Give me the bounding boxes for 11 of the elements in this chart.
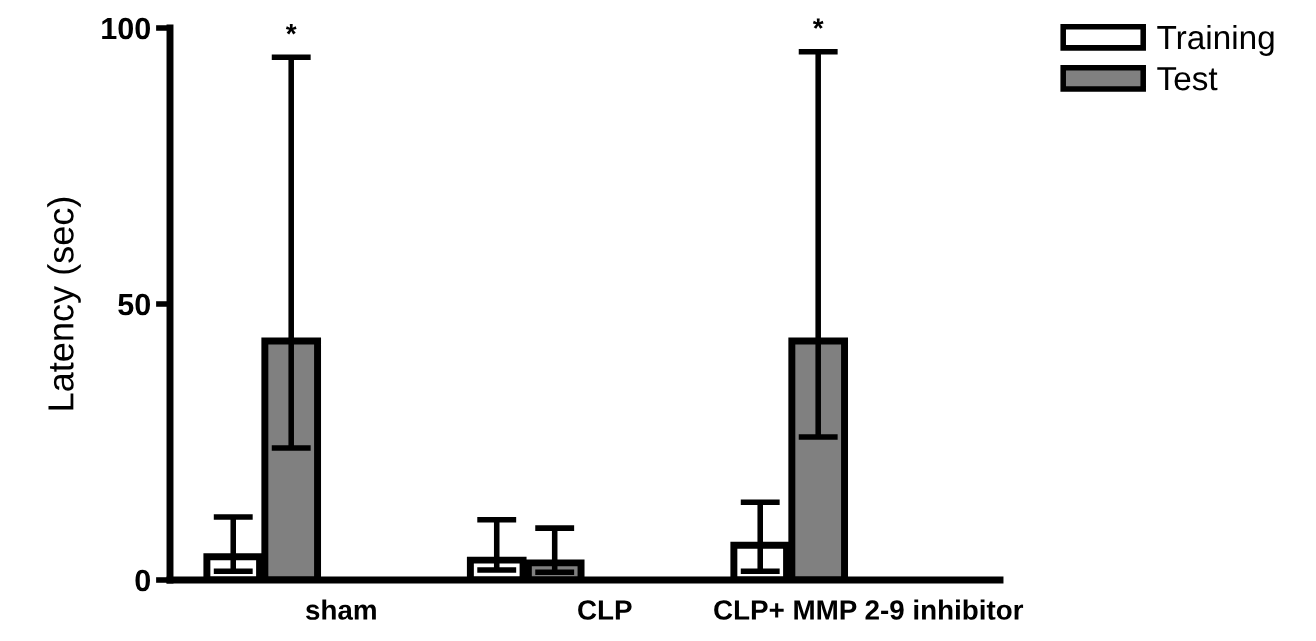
y-tick-label: 0 bbox=[135, 569, 150, 592]
annotation: * bbox=[285, 24, 297, 35]
x-tick-label: sham bbox=[305, 599, 376, 620]
x-tick-label: CLP+ MMP 2-9 inhibitor bbox=[714, 599, 1024, 620]
x-tick-label: CLP bbox=[578, 600, 632, 620]
legend-label: Training bbox=[1157, 24, 1274, 56]
y-axis-title: Latency (sec) bbox=[47, 197, 81, 410]
annotation: * bbox=[812, 18, 824, 29]
legend-label: Test bbox=[1157, 67, 1218, 91]
y-tick-label: 50 bbox=[118, 293, 150, 316]
y-tick-label: 100 bbox=[102, 17, 150, 40]
